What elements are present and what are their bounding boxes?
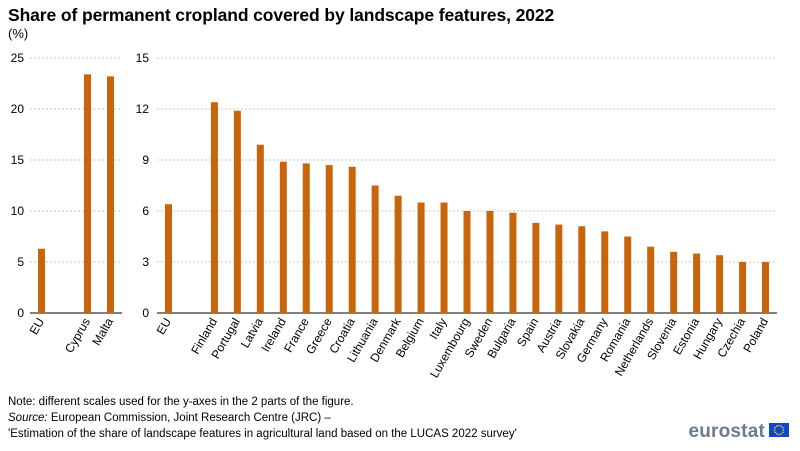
left-y-tick-label: 25 [11, 51, 25, 65]
right-bar [486, 211, 494, 313]
logo-text: eurostat [688, 421, 765, 442]
right-bar [762, 262, 770, 313]
right-bar [302, 163, 310, 313]
right-bar [256, 144, 264, 313]
left-y-tick-label: 10 [11, 204, 25, 218]
right-bar [279, 161, 287, 313]
right-y-tick-label: 12 [136, 102, 150, 116]
right-category-label: EU [154, 316, 174, 337]
right-bar [233, 110, 241, 313]
unit-label: (%) [8, 26, 29, 41]
left-bar [38, 248, 45, 313]
left-y-tick-label: 0 [17, 306, 24, 320]
left-category-label: Cyprus [62, 316, 93, 356]
eu-flag-icon [769, 422, 789, 442]
right-bar [624, 236, 632, 313]
right-bar [739, 262, 747, 313]
right-bar [601, 231, 609, 313]
chart-title: Share of permanent cropland covered by l… [8, 5, 555, 25]
right-bar [647, 246, 655, 313]
right-y-tick-label: 0 [142, 306, 149, 320]
right-bar [509, 212, 517, 313]
source-text: European Commission, Joint Research Cent… [47, 412, 331, 424]
eurostat-logo: eurostat [688, 421, 789, 443]
source-line: Source: European Commission, Joint Resea… [8, 412, 331, 424]
left-bar [84, 74, 91, 313]
right-bar [325, 165, 333, 313]
right-y-tick-label: 6 [142, 204, 149, 218]
right-bar [417, 202, 425, 313]
right-bar [371, 185, 379, 313]
left-y-tick-label: 15 [11, 153, 25, 167]
right-bar [210, 102, 218, 313]
source-title: 'Estimation of the share of landscape fe… [8, 428, 517, 440]
right-y-tick-label: 9 [142, 153, 149, 167]
right-bar [394, 195, 402, 313]
note-text: Note: different scales used for the y-ax… [8, 396, 354, 408]
right-y-tick-label: 3 [142, 255, 149, 269]
right-y-tick-label: 15 [136, 51, 150, 65]
right-bar [440, 202, 448, 313]
left-bar [107, 76, 114, 313]
right-bar [555, 224, 563, 313]
left-category-label: EU [27, 316, 47, 337]
right-bar [532, 222, 540, 313]
source-label: Source: [8, 412, 48, 424]
right-bar [716, 255, 724, 313]
right-bar [348, 166, 356, 313]
left-category-label: Malta [89, 315, 116, 348]
right-bar [670, 251, 678, 313]
right-bar [693, 253, 701, 313]
left-y-tick-label: 5 [17, 255, 24, 269]
right-bar [578, 226, 586, 313]
left-y-tick-label: 20 [11, 102, 25, 116]
right-bar [164, 204, 172, 313]
right-category-label: Italy [427, 316, 450, 342]
right-bar [463, 211, 471, 313]
